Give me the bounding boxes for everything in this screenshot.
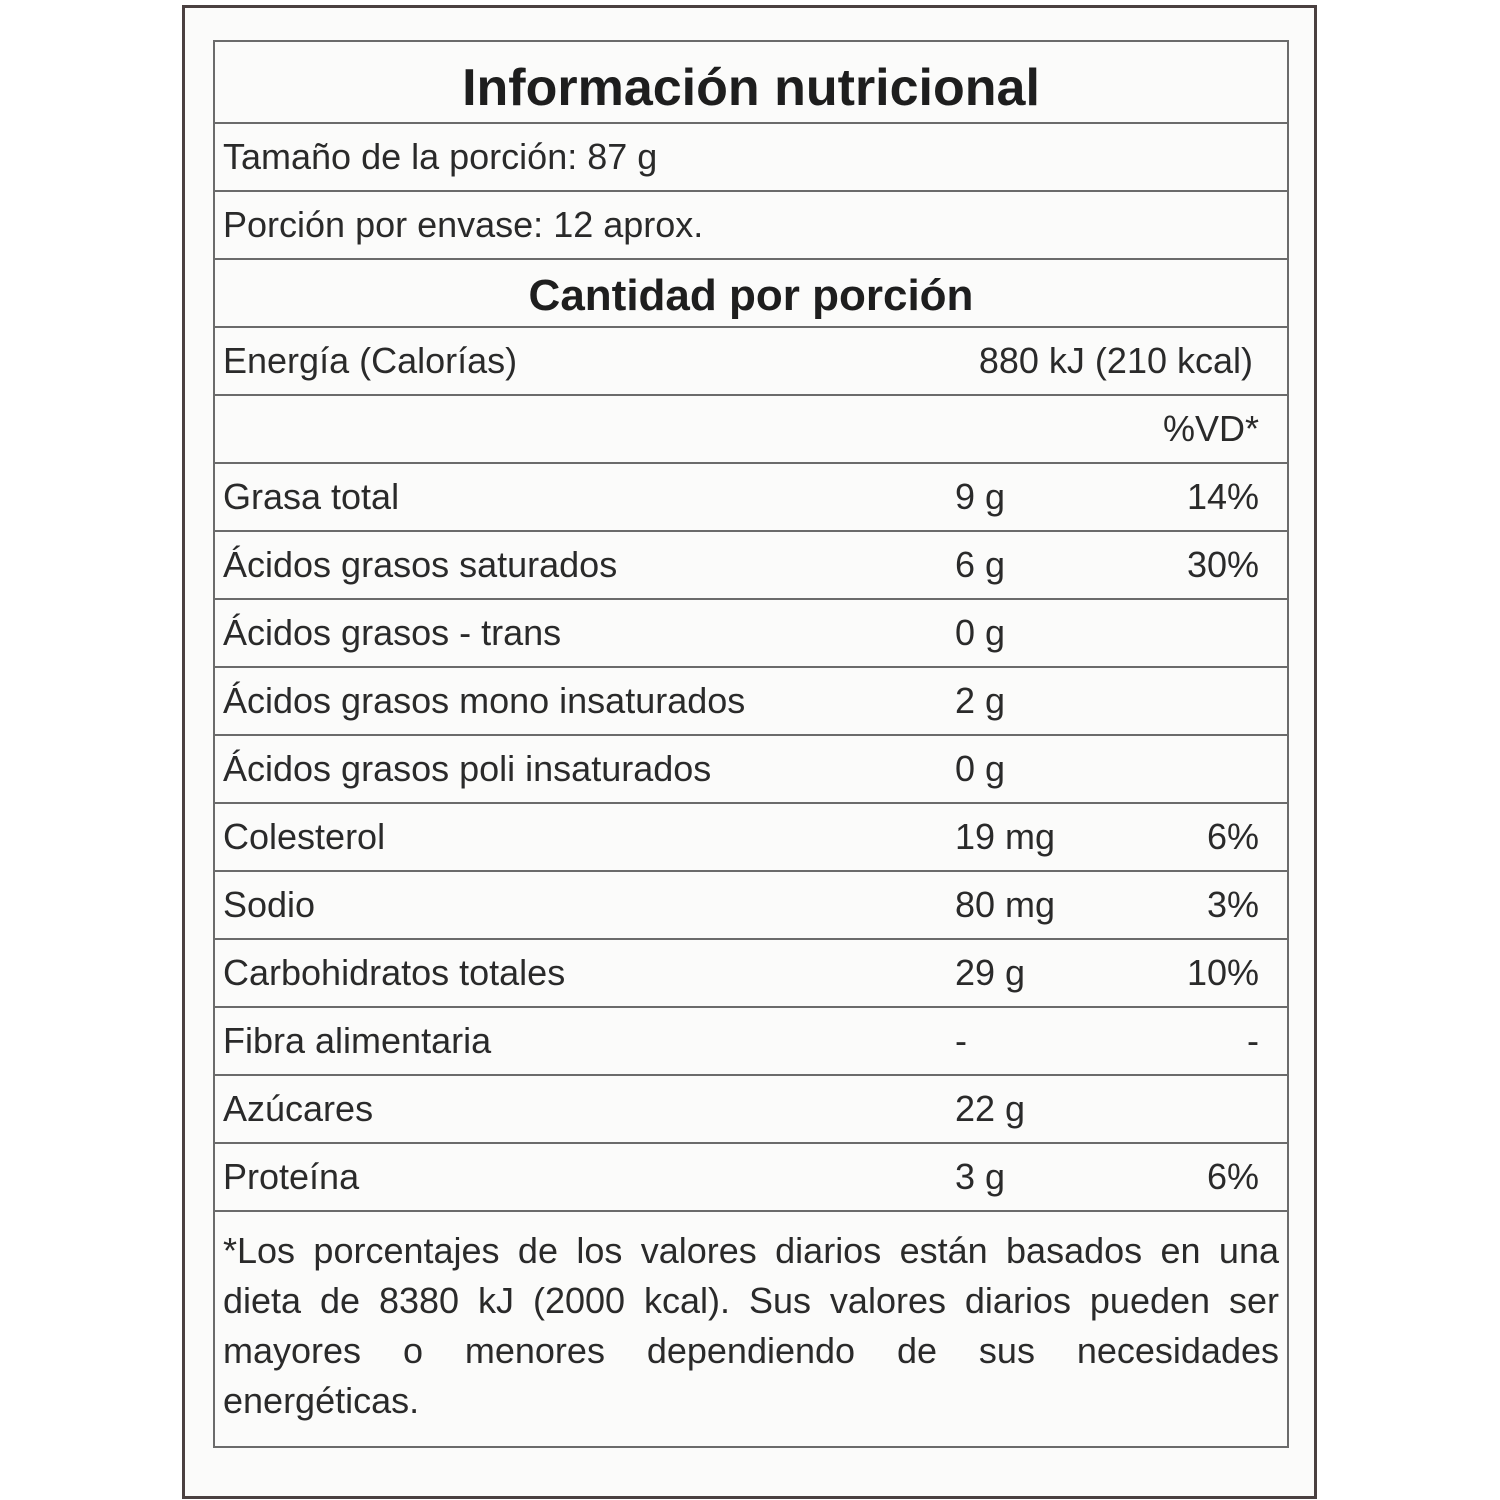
nutrient-label: Ácidos grasos - trans	[223, 612, 562, 653]
energy-label: Energía (Calorías)	[223, 340, 518, 381]
nutrient-label: Colesterol	[223, 816, 386, 857]
footnote: *Los porcentajes de los valores diarios …	[223, 1230, 1279, 1421]
dv-header-row: %VD*	[215, 396, 1287, 464]
nutrient-label: Proteína	[223, 1156, 360, 1197]
nutrient-value: 80 mg	[955, 884, 1056, 925]
servings-per-container: Porción por envase: 12 aprox.	[223, 204, 704, 245]
nutrient-label: Azúcares	[223, 1088, 374, 1129]
nutrient-value: 22 g	[955, 1088, 1026, 1129]
nutrient-label: Carbohidratos totales	[223, 952, 566, 993]
nutrient-value: 9 g	[955, 476, 1006, 517]
nutrient-dv: -	[1247, 1020, 1259, 1061]
serving-size: Tamaño de la porción: 87 g	[223, 136, 658, 177]
nutrient-label: Ácidos grasos saturados	[223, 544, 618, 585]
nutrient-dv: 30%	[1186, 544, 1259, 585]
nutrient-row: Grasa total 9 g 14%	[215, 464, 1287, 532]
servings-per-container-row: Porción por envase: 12 aprox.	[215, 192, 1287, 260]
nutrient-row: Ácidos grasos mono insaturados 2 g	[215, 668, 1287, 736]
nutrient-row: Fibra alimentaria - -	[215, 1008, 1287, 1076]
nutrient-value: 29 g	[955, 952, 1026, 993]
nutrient-value: 2 g	[955, 680, 1006, 721]
nutrient-label: Ácidos grasos poli insaturados	[223, 748, 712, 789]
nutrient-label: Grasa total	[223, 476, 400, 517]
nutrient-dv: 14%	[1186, 476, 1259, 517]
energy-value: 880 kJ (210 kcal)	[978, 340, 1253, 381]
nutrient-value: 3 g	[955, 1156, 1006, 1197]
nutrient-row: Ácidos grasos poli insaturados 0 g	[215, 736, 1287, 804]
nutrient-dv: 6%	[1206, 816, 1259, 857]
nutrient-row: Proteína 3 g 6%	[215, 1144, 1287, 1212]
nutrient-value: 19 mg	[955, 816, 1056, 857]
label-frame	[182, 5, 1317, 1499]
nutrient-value: 6 g	[955, 544, 1006, 585]
nutrient-row: Ácidos grasos - trans 0 g	[215, 600, 1287, 668]
nutrient-value: 0 g	[955, 612, 1006, 653]
dv-header: %VD*	[1162, 408, 1259, 449]
nutrient-value: -	[955, 1020, 967, 1061]
nutrient-value: 0 g	[955, 748, 1006, 789]
nutrient-dv: 6%	[1206, 1156, 1259, 1197]
amount-header: Cantidad por porción	[215, 260, 1287, 328]
label-title: Información nutricional	[215, 42, 1287, 124]
nutrient-label: Fibra alimentaria	[223, 1020, 492, 1061]
nutrient-row: Azúcares 22 g	[215, 1076, 1287, 1144]
nutrient-row: Ácidos grasos saturados 6 g 30%	[215, 532, 1287, 600]
nutrient-label: Sodio	[223, 884, 316, 925]
nutrient-dv: 3%	[1206, 884, 1259, 925]
nutrition-table: Información nutricional Tamaño de la por…	[213, 40, 1289, 1448]
nutrient-dv: 10%	[1186, 952, 1259, 993]
nutrient-row: Colesterol 19 mg 6%	[215, 804, 1287, 872]
nutrient-label: Ácidos grasos mono insaturados	[223, 680, 746, 721]
energy-row: Energía (Calorías) 880 kJ (210 kcal)	[215, 328, 1287, 396]
serving-size-row: Tamaño de la porción: 87 g	[215, 124, 1287, 192]
nutrient-row: Carbohidratos totales 29 g 10%	[215, 940, 1287, 1008]
nutrient-row: Sodio 80 mg 3%	[215, 872, 1287, 940]
